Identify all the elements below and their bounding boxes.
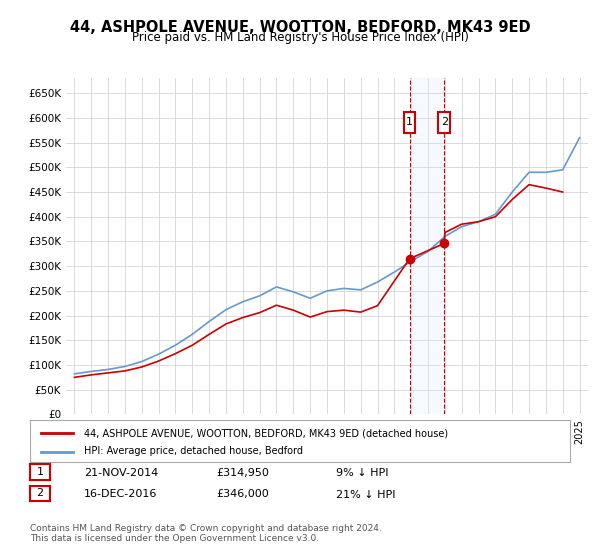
- Text: Price paid vs. HM Land Registry's House Price Index (HPI): Price paid vs. HM Land Registry's House …: [131, 31, 469, 44]
- Text: 44, ASHPOLE AVENUE, WOOTTON, BEDFORD, MK43 9ED (detached house): 44, ASHPOLE AVENUE, WOOTTON, BEDFORD, MK…: [84, 428, 448, 438]
- Text: £346,000: £346,000: [216, 489, 269, 500]
- Text: HPI: Average price, detached house, Bedford: HPI: Average price, detached house, Bedf…: [84, 446, 303, 456]
- Text: 44, ASHPOLE AVENUE, WOOTTON, BEDFORD, MK43 9ED: 44, ASHPOLE AVENUE, WOOTTON, BEDFORD, MK…: [70, 20, 530, 35]
- Text: 2: 2: [37, 488, 43, 498]
- FancyBboxPatch shape: [404, 112, 415, 133]
- FancyBboxPatch shape: [439, 112, 450, 133]
- Text: Contains HM Land Registry data © Crown copyright and database right 2024.
This d: Contains HM Land Registry data © Crown c…: [30, 524, 382, 543]
- Text: 16-DEC-2016: 16-DEC-2016: [84, 489, 157, 500]
- Text: 21-NOV-2014: 21-NOV-2014: [84, 468, 158, 478]
- Text: 9% ↓ HPI: 9% ↓ HPI: [336, 468, 389, 478]
- Text: 21% ↓ HPI: 21% ↓ HPI: [336, 489, 395, 500]
- Bar: [410, 78, 444, 414]
- Text: £314,950: £314,950: [216, 468, 269, 478]
- Text: 1: 1: [37, 467, 43, 477]
- Text: 1: 1: [406, 118, 413, 127]
- Text: 2: 2: [440, 118, 448, 127]
